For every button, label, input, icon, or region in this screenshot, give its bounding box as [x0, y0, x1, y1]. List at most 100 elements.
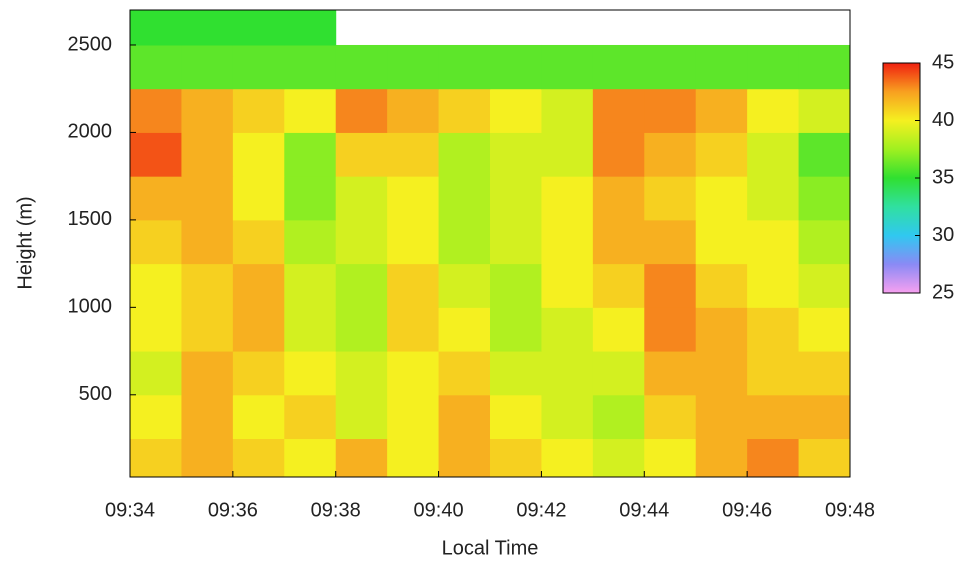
heat-cell: [541, 438, 594, 478]
heat-cell: [438, 44, 491, 90]
heat-cell: [644, 351, 697, 396]
heat-cell: [181, 394, 234, 440]
heat-cell: [541, 394, 594, 440]
heat-cell: [232, 88, 285, 133]
heat-cell: [798, 307, 851, 352]
heat-cell: [541, 263, 594, 308]
heat-cell: [335, 219, 388, 265]
heat-cell: [130, 307, 182, 352]
x-tick-label: 09:42: [516, 499, 566, 521]
heat-cell: [592, 176, 645, 221]
heat-cell: [747, 88, 800, 133]
heat-cell: [181, 10, 234, 46]
heat-cell: [695, 351, 748, 396]
heat-cell: [335, 176, 388, 221]
heat-cell: [130, 351, 182, 396]
heat-cell: [490, 351, 542, 396]
heat-cell: [232, 44, 285, 90]
heat-cell: [541, 132, 594, 177]
heat-cell: [592, 307, 645, 352]
heat-cell: [438, 307, 491, 352]
heat-cell: [592, 438, 645, 478]
heat-cell: [541, 176, 594, 221]
heat-cell: [695, 438, 748, 478]
heat-cell: [181, 307, 234, 352]
heat-cell: [335, 263, 388, 308]
heat-cell: [284, 394, 337, 440]
heat-cell: [644, 88, 697, 133]
heat-cell: [130, 438, 182, 478]
heat-cell: [695, 307, 748, 352]
heat-cell: [644, 263, 697, 308]
heat-cell: [387, 438, 440, 478]
heat-cell: [232, 307, 285, 352]
heat-cell: [130, 88, 182, 133]
colorbar-tick-label: 40: [932, 109, 954, 131]
heat-cell: [490, 263, 542, 308]
heat-cell: [747, 351, 800, 396]
heat-cell: [387, 351, 440, 396]
heat-cell: [695, 132, 748, 177]
heat-cell: [798, 132, 851, 177]
heat-cell: [644, 307, 697, 352]
y-tick-label: 2000: [68, 121, 113, 143]
heat-cell: [541, 219, 594, 265]
heat-cell: [438, 176, 491, 221]
colorbar-tick-label: 30: [932, 224, 954, 246]
heat-cell: [284, 88, 337, 133]
heat-cell: [387, 132, 440, 177]
x-tick-label: 09:44: [619, 499, 669, 521]
heat-cell: [747, 176, 800, 221]
heat-cell: [438, 132, 491, 177]
heat-cell: [438, 219, 491, 265]
heat-cell: [747, 263, 800, 308]
heat-cell: [284, 263, 337, 308]
heat-cell: [490, 438, 542, 478]
heat-cell: [284, 10, 337, 46]
heat-cell: [130, 10, 182, 46]
heat-cell: [695, 176, 748, 221]
heat-cell: [592, 263, 645, 308]
colorbar-tick-label: 35: [932, 166, 954, 188]
heat-cell: [644, 44, 697, 90]
heat-cell: [130, 394, 182, 440]
heat-cell: [335, 44, 388, 90]
heat-cell: [438, 88, 491, 133]
heat-cell: [798, 219, 851, 265]
heat-cell: [130, 44, 182, 90]
heat-cell: [695, 44, 748, 90]
heat-cell: [490, 219, 542, 265]
heat-cell: [747, 438, 800, 478]
heat-cell: [335, 394, 388, 440]
heat-cell: [130, 176, 182, 221]
heat-cell: [232, 132, 285, 177]
y-axis-label: Height (m): [14, 196, 36, 289]
heat-cell: [490, 176, 542, 221]
heat-cell: [747, 44, 800, 90]
heat-cell: [747, 394, 800, 440]
heat-cell: [181, 88, 234, 133]
colorbar-tick-label: 25: [932, 281, 954, 303]
heat-cell: [798, 351, 851, 396]
heat-cell: [438, 394, 491, 440]
heat-cell: [130, 263, 182, 308]
heat-cell: [644, 132, 697, 177]
heat-cell: [232, 219, 285, 265]
x-tick-label: 09:36: [208, 499, 258, 521]
y-tick-label: 500: [79, 383, 112, 405]
heat-cell: [387, 88, 440, 133]
heat-cell: [181, 351, 234, 396]
heat-cell: [387, 176, 440, 221]
heat-cell: [335, 307, 388, 352]
heat-cell: [284, 438, 337, 478]
heat-cell: [695, 394, 748, 440]
heat-cell: [592, 219, 645, 265]
heat-cell: [181, 263, 234, 308]
y-tick-label: 1500: [68, 208, 113, 230]
x-tick-label: 09:46: [722, 499, 772, 521]
heat-cell: [541, 44, 594, 90]
heat-cell: [130, 132, 182, 177]
heat-cell: [747, 219, 800, 265]
heat-cell: [541, 351, 594, 396]
